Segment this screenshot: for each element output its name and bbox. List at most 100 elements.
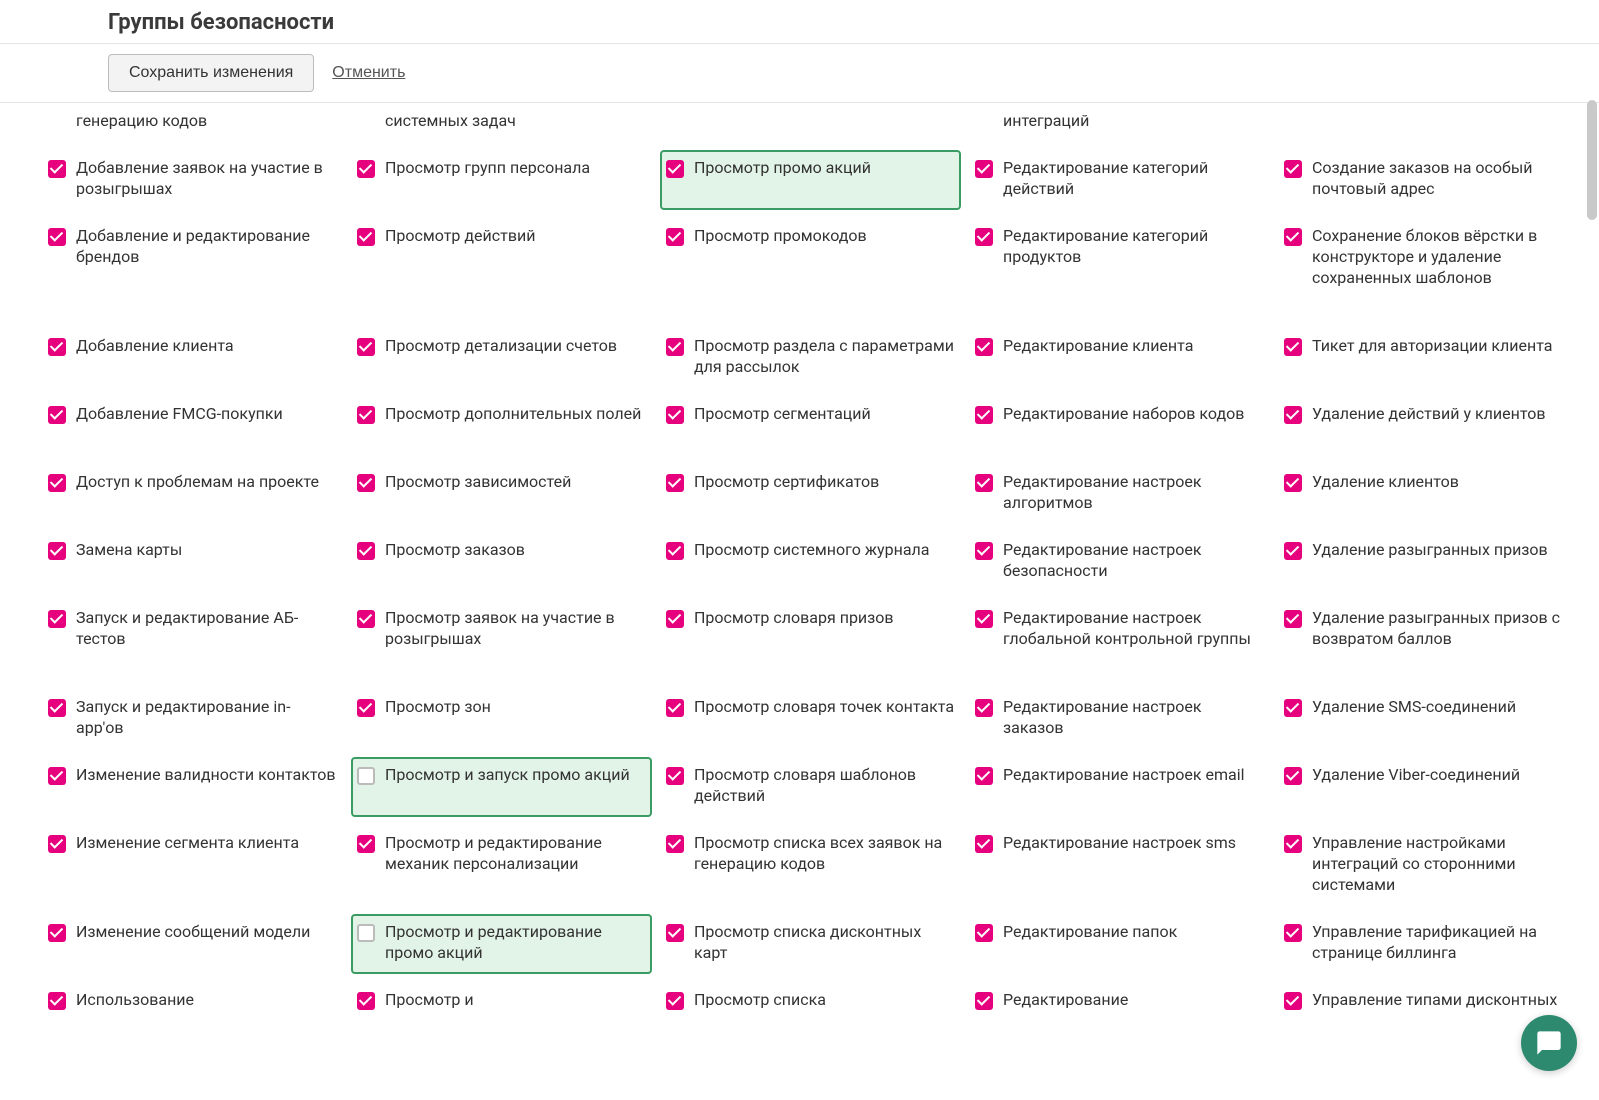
permission-checkbox[interactable] xyxy=(666,406,684,424)
permission-checkbox[interactable] xyxy=(1284,542,1302,560)
permission-checkbox[interactable] xyxy=(975,160,993,178)
permission-checkbox[interactable] xyxy=(357,542,375,560)
permission-checkbox[interactable] xyxy=(1284,767,1302,785)
permission-row: Запуск и редактирование in-app'ов xyxy=(42,689,343,749)
permission-row: Удаление SMS-соединений xyxy=(1278,689,1579,749)
permission-checkbox[interactable] xyxy=(975,610,993,628)
permission-checkbox[interactable] xyxy=(48,992,66,1010)
permission-checkbox[interactable] xyxy=(357,699,375,717)
permission-checkbox[interactable] xyxy=(1284,160,1302,178)
permission-checkbox[interactable] xyxy=(666,338,684,356)
permission-checkbox[interactable] xyxy=(48,474,66,492)
permission-checkbox[interactable] xyxy=(48,767,66,785)
permission-checkbox[interactable] xyxy=(666,474,684,492)
permission-label: Просмотр словаря точек контакта xyxy=(694,697,954,718)
permission-checkbox[interactable] xyxy=(48,699,66,717)
permission-checkbox[interactable] xyxy=(1284,924,1302,942)
permission-row: Просмотр заявок на участие в розыгрышах xyxy=(351,600,652,681)
permission-checkbox[interactable] xyxy=(1284,474,1302,492)
permission-checkbox[interactable] xyxy=(48,160,66,178)
permission-checkbox[interactable] xyxy=(1284,699,1302,717)
permission-label: Просмотр промо акций xyxy=(694,158,871,179)
permission-row: Просмотр сегментаций xyxy=(660,396,961,456)
permission-row: Управление тарификацией на странице билл… xyxy=(1278,914,1579,974)
permission-checkbox[interactable] xyxy=(666,835,684,853)
permission-row: Просмотр словаря точек контакта xyxy=(660,689,961,749)
permission-checkbox[interactable] xyxy=(975,699,993,717)
permission-row: Запуск и редактирование АБ-тестов xyxy=(42,600,343,681)
permission-checkbox[interactable] xyxy=(357,924,375,942)
permission-row: Просмотр действий xyxy=(351,218,652,320)
permission-row: Создание заказов на особый почтовый адре… xyxy=(1278,150,1579,210)
permission-checkbox[interactable] xyxy=(48,338,66,356)
permission-checkbox[interactable] xyxy=(975,992,993,1010)
permission-label: Замена карты xyxy=(76,540,182,561)
permission-checkbox[interactable] xyxy=(975,338,993,356)
permission-label: Редактирование настроек безопасности xyxy=(1003,540,1264,582)
permission-row: Просмотр зависимостей xyxy=(351,464,652,524)
permission-row: Просмотр зон xyxy=(351,689,652,749)
permission-checkbox[interactable] xyxy=(48,406,66,424)
toolbar: Сохранить изменения Отменить xyxy=(0,44,1599,103)
permission-row: Просмотр системного журнала xyxy=(660,532,961,592)
save-button[interactable]: Сохранить изменения xyxy=(108,54,314,92)
permission-label: Просмотр детализации счетов xyxy=(385,336,617,357)
permission-checkbox[interactable] xyxy=(357,474,375,492)
permission-checkbox[interactable] xyxy=(48,610,66,628)
permission-checkbox[interactable] xyxy=(357,160,375,178)
permission-checkbox[interactable] xyxy=(666,924,684,942)
permission-checkbox[interactable] xyxy=(1284,610,1302,628)
permission-row: Просмотр списка всех заявок на генерацию… xyxy=(660,825,961,906)
permission-checkbox[interactable] xyxy=(357,406,375,424)
permission-row: Просмотр детализации счетов xyxy=(351,328,652,388)
cancel-button[interactable]: Отменить xyxy=(332,64,405,82)
permission-row: Редактирование наборов кодов xyxy=(969,396,1270,456)
permission-checkbox[interactable] xyxy=(975,767,993,785)
permissions-column: системных задачПросмотр групп персоналаП… xyxy=(351,103,652,1050)
permission-label: Тикет для авторизации клиента xyxy=(1312,336,1553,357)
permission-row: Редактирование папок xyxy=(969,914,1270,974)
permission-checkbox[interactable] xyxy=(975,406,993,424)
permission-checkbox[interactable] xyxy=(357,610,375,628)
permission-checkbox[interactable] xyxy=(1284,406,1302,424)
permission-checkbox[interactable] xyxy=(666,992,684,1010)
permission-checkbox[interactable] xyxy=(975,924,993,942)
permission-checkbox[interactable] xyxy=(48,835,66,853)
permission-checkbox[interactable] xyxy=(357,228,375,246)
permission-checkbox[interactable] xyxy=(1284,338,1302,356)
permission-checkbox[interactable] xyxy=(975,474,993,492)
permission-checkbox[interactable] xyxy=(48,228,66,246)
chat-icon xyxy=(1535,1029,1563,1057)
permission-checkbox[interactable] xyxy=(975,542,993,560)
permission-label: генерацию кодов xyxy=(76,111,207,132)
permission-checkbox[interactable] xyxy=(975,835,993,853)
permission-checkbox[interactable] xyxy=(357,767,375,785)
permission-checkbox[interactable] xyxy=(666,160,684,178)
permission-label: Редактирование настроек sms xyxy=(1003,833,1236,854)
chat-button[interactable] xyxy=(1521,1015,1577,1071)
permission-checkbox[interactable] xyxy=(666,767,684,785)
permission-checkbox[interactable] xyxy=(1284,835,1302,853)
permission-row: Удаление действий у клиентов xyxy=(1278,396,1579,456)
permission-checkbox[interactable] xyxy=(357,835,375,853)
permission-label: Изменение валидности контактов xyxy=(76,765,336,786)
permission-checkbox[interactable] xyxy=(666,610,684,628)
permission-label: Удаление разыгранных призов xyxy=(1312,540,1548,561)
scrollbar[interactable] xyxy=(1587,100,1597,220)
permission-checkbox[interactable] xyxy=(357,992,375,1010)
permission-checkbox[interactable] xyxy=(666,699,684,717)
permission-checkbox[interactable] xyxy=(975,228,993,246)
permission-checkbox[interactable] xyxy=(666,228,684,246)
permission-checkbox[interactable] xyxy=(357,338,375,356)
permission-checkbox[interactable] xyxy=(666,542,684,560)
permission-row: генерацию кодов xyxy=(42,103,343,142)
permission-checkbox[interactable] xyxy=(1284,992,1302,1010)
permission-checkbox[interactable] xyxy=(48,542,66,560)
permission-row: Управление настройками интеграций со сто… xyxy=(1278,825,1579,906)
permission-label: Добавление клиента xyxy=(76,336,234,357)
permission-checkbox[interactable] xyxy=(1284,228,1302,246)
permission-checkbox[interactable] xyxy=(48,924,66,942)
permission-label: Редактирование категорий продуктов xyxy=(1003,226,1264,268)
permission-row: Доступ к проблемам на проекте xyxy=(42,464,343,524)
permission-label: Просмотр раздела с параметрами для рассы… xyxy=(694,336,955,378)
